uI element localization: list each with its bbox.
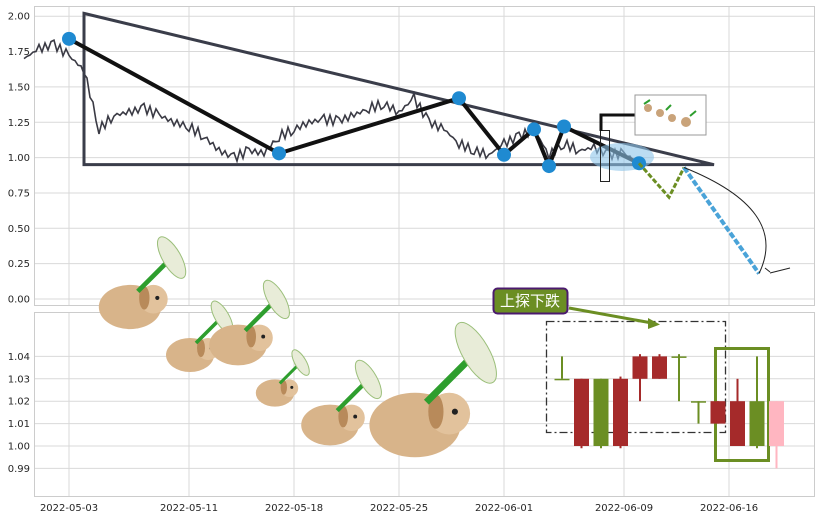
propeller-blade	[262, 279, 290, 320]
candle-body	[632, 356, 648, 379]
pivot-point	[557, 119, 571, 134]
forecast-arc	[683, 167, 767, 274]
annotation-arrow	[568, 306, 660, 329]
candle-body	[574, 378, 589, 446]
propeller-stick	[335, 380, 368, 413]
annotation-box: 上探下跌	[492, 287, 569, 315]
puppy-ear	[280, 380, 287, 395]
y-tick-label-upper: 1.75	[8, 47, 30, 58]
puppy-ear	[338, 405, 349, 428]
propeller-blade	[291, 349, 310, 376]
lower-panel-marks	[545, 320, 784, 469]
x-tick-label: 2022-06-01	[475, 503, 533, 514]
y-tick-label-lower: 0.99	[8, 464, 30, 475]
x-tick-label: 2022-05-11	[160, 503, 218, 514]
puppy-ear	[246, 325, 256, 348]
propeller-stick	[243, 300, 276, 333]
candle-body	[691, 401, 706, 403]
candle-body	[730, 401, 745, 446]
thumbnail-inset	[634, 94, 707, 136]
x-tick-label: 2022-06-09	[595, 503, 653, 514]
y-tick-label-lower: 1.02	[8, 397, 30, 408]
puppy	[369, 321, 497, 458]
marker-box	[600, 130, 610, 182]
pivot-point	[272, 146, 286, 161]
x-tick-label: 2022-05-18	[265, 503, 323, 514]
y-tick-label-upper: 0.50	[8, 224, 30, 235]
puppy	[301, 359, 382, 446]
candle-body	[749, 401, 765, 446]
puppy-ear	[428, 394, 444, 429]
propeller-stick	[278, 363, 301, 385]
puppy-eye	[353, 414, 358, 419]
y-tick-label-upper: 2.00	[8, 12, 30, 23]
pivot-point	[527, 122, 541, 137]
y-tick-label-lower: 1.04	[8, 352, 30, 363]
propeller-stick	[194, 317, 222, 345]
x-axis: 2022-05-03 2022-05-11 2022-05-18 2022-05-25…	[40, 503, 758, 514]
candle-body	[652, 356, 667, 379]
puppy-ear	[197, 339, 205, 357]
x-tick-label: 2022-05-03	[40, 503, 98, 514]
propeller-stick	[423, 354, 475, 405]
puppy	[255, 349, 310, 407]
puppy-illustration	[98, 236, 497, 458]
puppy	[209, 279, 290, 366]
propeller-blade	[156, 236, 187, 279]
candle-body	[710, 401, 726, 424]
y-axis-lower: 0.99 1.00 1.01 1.02 1.03 1.04	[8, 352, 30, 475]
puppy-eye	[155, 295, 160, 300]
candle-body	[769, 401, 784, 446]
connector-line	[599, 113, 636, 131]
y-tick-label-upper: 1.00	[8, 153, 30, 164]
upper-panel-marks	[23, 11, 791, 275]
propeller-blade	[454, 321, 497, 384]
candle-body	[593, 378, 609, 446]
puppy	[98, 236, 187, 330]
candle-body	[613, 378, 628, 446]
puppy-eye	[261, 334, 266, 339]
pivot-zigzag-line	[68, 37, 640, 169]
pivot-point	[542, 159, 556, 174]
puppy-eye	[290, 385, 294, 389]
y-axis-upper: 0.00 0.25 0.50 0.75 1.00 1.25 1.50 1.75 2.00	[8, 12, 30, 306]
y-tick-label-upper: 0.00	[8, 295, 30, 306]
candle-body	[554, 378, 570, 381]
pivot-point	[452, 91, 466, 106]
puppy-eye	[451, 408, 458, 415]
candle-body	[671, 356, 687, 358]
y-tick-label-lower: 1.00	[8, 442, 30, 453]
pivot-point	[62, 31, 76, 46]
x-tick-label: 2022-05-25	[370, 503, 428, 514]
annotation-label: 上探下跌	[500, 292, 560, 310]
forecast-arrowhead	[764, 267, 791, 274]
forecast-zigzag	[637, 162, 686, 200]
triangle-pattern	[82, 11, 715, 167]
y-tick-label-upper: 1.50	[8, 82, 30, 93]
forecast-arrow	[682, 166, 761, 275]
range-box	[545, 320, 727, 434]
y-tick-label-lower: 1.03	[8, 374, 30, 385]
y-tick-label-upper: 1.25	[8, 118, 30, 129]
pivot-point	[497, 147, 511, 162]
propeller-stick	[136, 258, 171, 294]
y-tick-label-upper: 0.25	[8, 259, 30, 270]
y-tick-label-upper: 0.75	[8, 188, 30, 199]
x-tick-label: 2022-06-16	[700, 503, 758, 514]
y-tick-label-lower: 1.01	[8, 419, 30, 430]
propeller-blade	[354, 359, 382, 400]
puppy-ear	[139, 286, 150, 310]
